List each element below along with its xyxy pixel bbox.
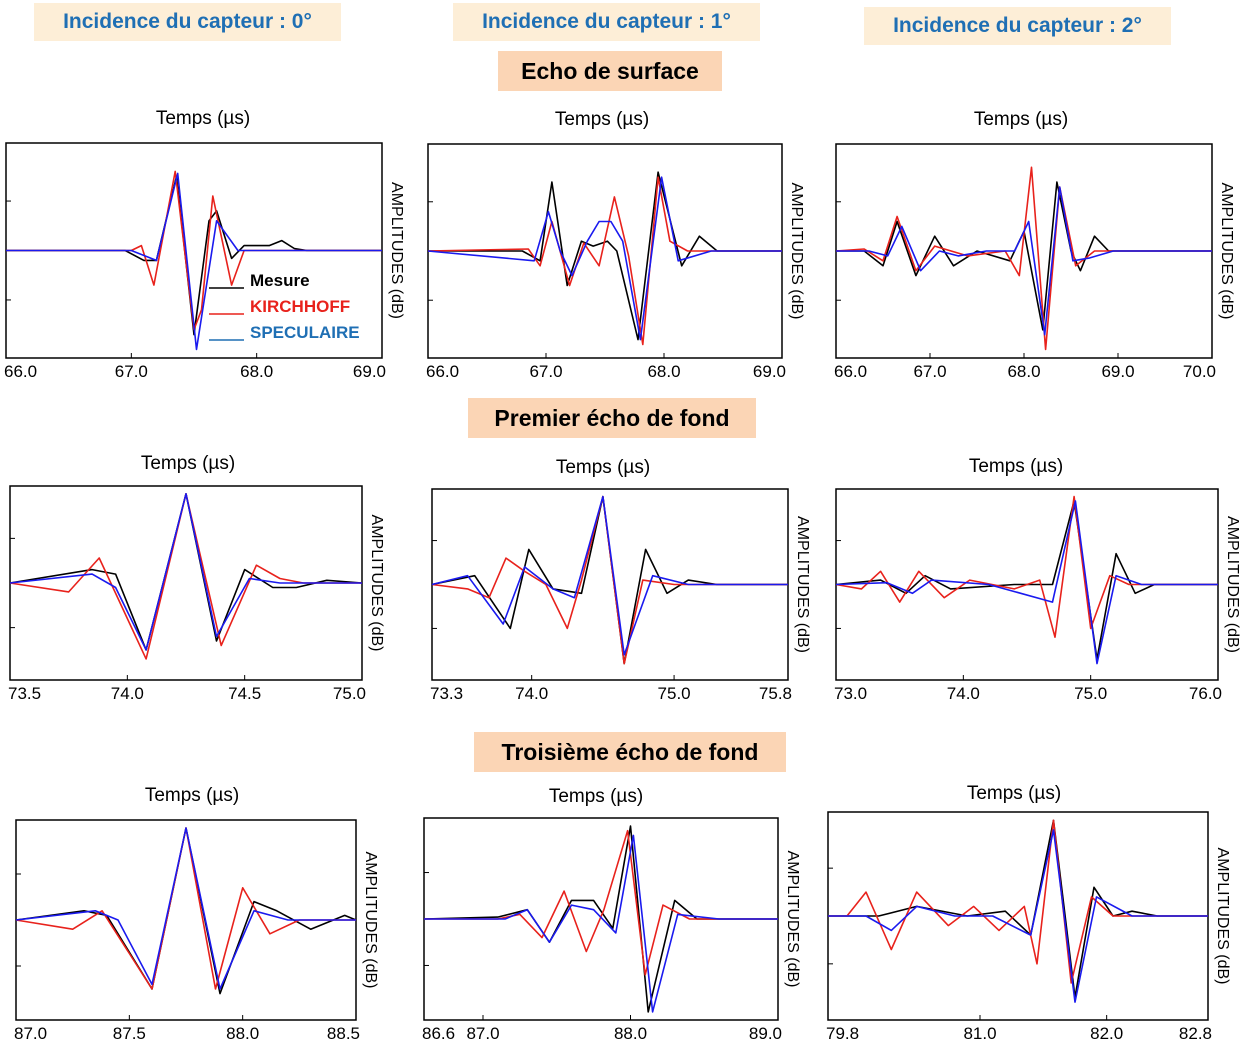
column-header-0deg: Incidence du capteur : 0° bbox=[34, 3, 341, 41]
x-tick-label: 69.0 bbox=[753, 362, 786, 381]
x-tick-label: 87.0 bbox=[466, 1024, 499, 1043]
x-tick-label: 69.0 bbox=[1101, 362, 1134, 381]
x-tick-label: 66.0 bbox=[426, 362, 459, 381]
series-mesure bbox=[15, 827, 357, 995]
y-axis-label: AMPLITUDES (dB) bbox=[362, 852, 379, 989]
x-tick-label: 67.0 bbox=[529, 362, 562, 381]
waveform-chart: 73.5 74.0 74.5 75.0 AMPLITUDES (dB) bbox=[8, 485, 385, 703]
y-axis-label: AMPLITUDES (dB) bbox=[1214, 848, 1231, 985]
time-axis-label: Temps (µs) bbox=[155, 108, 251, 129]
series-kirchhoff bbox=[427, 176, 782, 346]
time-axis-label: Temps (µs) bbox=[968, 456, 1064, 477]
time-axis-label: Temps (µs) bbox=[548, 786, 644, 807]
legend-kirchhoff-label: KIRCHHOFF bbox=[250, 297, 350, 316]
x-tick-label: 87.0 bbox=[14, 1024, 47, 1043]
waveform-chart: 73.3 74.0 75.0 75.8 AMPLITUDES (dB) bbox=[430, 488, 811, 703]
waveform-chart: 66.0 67.0 68.0 69.0 AMPLITUDES (dB) bbox=[426, 143, 805, 381]
y-axis-label: AMPLITUDES (dB) bbox=[368, 515, 385, 652]
x-tick-label: 74.5 bbox=[228, 684, 261, 703]
x-tick-label: 79.8 bbox=[826, 1024, 859, 1043]
x-tick-label: 75.8 bbox=[759, 684, 792, 703]
x-tick-label: 86.6 bbox=[422, 1024, 455, 1043]
x-tick-label: 76.0 bbox=[1189, 684, 1222, 703]
series-speculaire bbox=[836, 186, 1212, 336]
x-tick-label: 67.0 bbox=[913, 362, 946, 381]
series-mesure bbox=[9, 493, 363, 651]
waveform-chart: 87.0 87.5 88.0 88.5 AMPLITUDES (dB) bbox=[14, 819, 379, 1043]
section-header-first-back: Premier écho de fond bbox=[468, 398, 756, 438]
x-tick-label: 68.0 bbox=[240, 362, 273, 381]
series-kirchhoff bbox=[835, 495, 1218, 638]
series-speculaire bbox=[431, 495, 788, 656]
time-axis-label: Temps (µs) bbox=[966, 783, 1062, 804]
time-axis-label: Temps (µs) bbox=[554, 109, 650, 130]
x-tick-label: 88.0 bbox=[614, 1024, 647, 1043]
x-tick-label: 66.0 bbox=[834, 362, 867, 381]
section-header-third-back: Troisième écho de fond bbox=[474, 732, 786, 772]
series-speculaire bbox=[424, 834, 778, 1013]
x-tick-label: 74.0 bbox=[947, 684, 980, 703]
section-header-surface: Echo de surface bbox=[498, 51, 722, 91]
x-tick-label: 75.0 bbox=[333, 684, 366, 703]
series-speculaire bbox=[15, 827, 356, 990]
series-speculaire bbox=[828, 829, 1208, 1003]
column-header-2deg: Incidence du capteur : 2° bbox=[864, 7, 1171, 45]
time-axis-label: Temps (µs) bbox=[973, 109, 1069, 130]
x-tick-label: 87.5 bbox=[113, 1024, 146, 1043]
x-tick-label: 89.0 bbox=[749, 1024, 782, 1043]
y-axis-label: AMPLITUDES (dB) bbox=[784, 851, 801, 988]
x-tick-label: 81.0 bbox=[963, 1024, 996, 1043]
x-tick-label: 75.0 bbox=[658, 684, 691, 703]
legend-mesure-label: Mesure bbox=[250, 271, 310, 290]
series-speculaire bbox=[835, 500, 1218, 665]
series-speculaire bbox=[9, 493, 362, 651]
waveform-chart: 66.0 67.0 68.0 69.0 AMPLITUDES (dB) Mesure KIR… bbox=[4, 142, 405, 381]
x-tick-label: 74.0 bbox=[515, 684, 548, 703]
y-axis-label: AMPLITUDES (dB) bbox=[794, 516, 811, 653]
series-kirchhoff bbox=[15, 827, 356, 990]
x-tick-label: 68.0 bbox=[647, 362, 680, 381]
series-mesure bbox=[428, 171, 782, 341]
y-axis-label: AMPLITUDES (dB) bbox=[788, 183, 805, 320]
waveform-chart: 66.0 67.0 68.0 69.0 70.0 AMPLITUDES (dB) bbox=[834, 143, 1235, 381]
column-header-1deg: Incidence du capteur : 1° bbox=[453, 3, 760, 41]
x-tick-label: 88.0 bbox=[226, 1024, 259, 1043]
time-axis-label: Temps (µs) bbox=[144, 785, 240, 806]
x-tick-label: 73.3 bbox=[430, 684, 463, 703]
x-tick-label: 73.0 bbox=[834, 684, 867, 703]
waveform-chart: 79.8 81.0 82.0 82.8 AMPLITUDES (dB) bbox=[826, 811, 1231, 1043]
x-tick-label: 70.0 bbox=[1183, 362, 1216, 381]
series-speculaire bbox=[6, 172, 382, 351]
waveform-chart: 86.6 87.0 88.0 89.0 AMPLITUDES (dB) bbox=[422, 817, 801, 1043]
x-tick-label: 82.0 bbox=[1090, 1024, 1123, 1043]
y-axis-label: AMPLITUDES (dB) bbox=[388, 182, 405, 319]
x-tick-label: 67.0 bbox=[115, 362, 148, 381]
x-tick-label: 88.5 bbox=[327, 1024, 360, 1043]
series-kirchhoff bbox=[431, 495, 788, 665]
x-tick-label: 74.0 bbox=[111, 684, 144, 703]
legend-speculaire-label: SPECULAIRE bbox=[250, 323, 360, 342]
series-kirchhoff bbox=[828, 819, 1208, 984]
y-axis-label: AMPLITUDES (dB) bbox=[1218, 183, 1235, 320]
x-tick-label: 66.0 bbox=[4, 362, 37, 381]
x-tick-label: 73.5 bbox=[8, 684, 41, 703]
series-speculaire bbox=[427, 176, 782, 341]
y-axis-label: AMPLITUDES (dB) bbox=[1224, 516, 1241, 653]
x-tick-label: 75.0 bbox=[1074, 684, 1107, 703]
time-axis-label: Temps (µs) bbox=[555, 457, 651, 478]
x-tick-label: 68.0 bbox=[1007, 362, 1040, 381]
x-tick-label: 69.0 bbox=[353, 362, 386, 381]
time-axis-label: Temps (µs) bbox=[140, 453, 236, 474]
x-tick-label: 82.8 bbox=[1179, 1024, 1212, 1043]
waveform-chart: 73.0 74.0 75.0 76.0 AMPLITUDES (dB) bbox=[834, 488, 1241, 703]
